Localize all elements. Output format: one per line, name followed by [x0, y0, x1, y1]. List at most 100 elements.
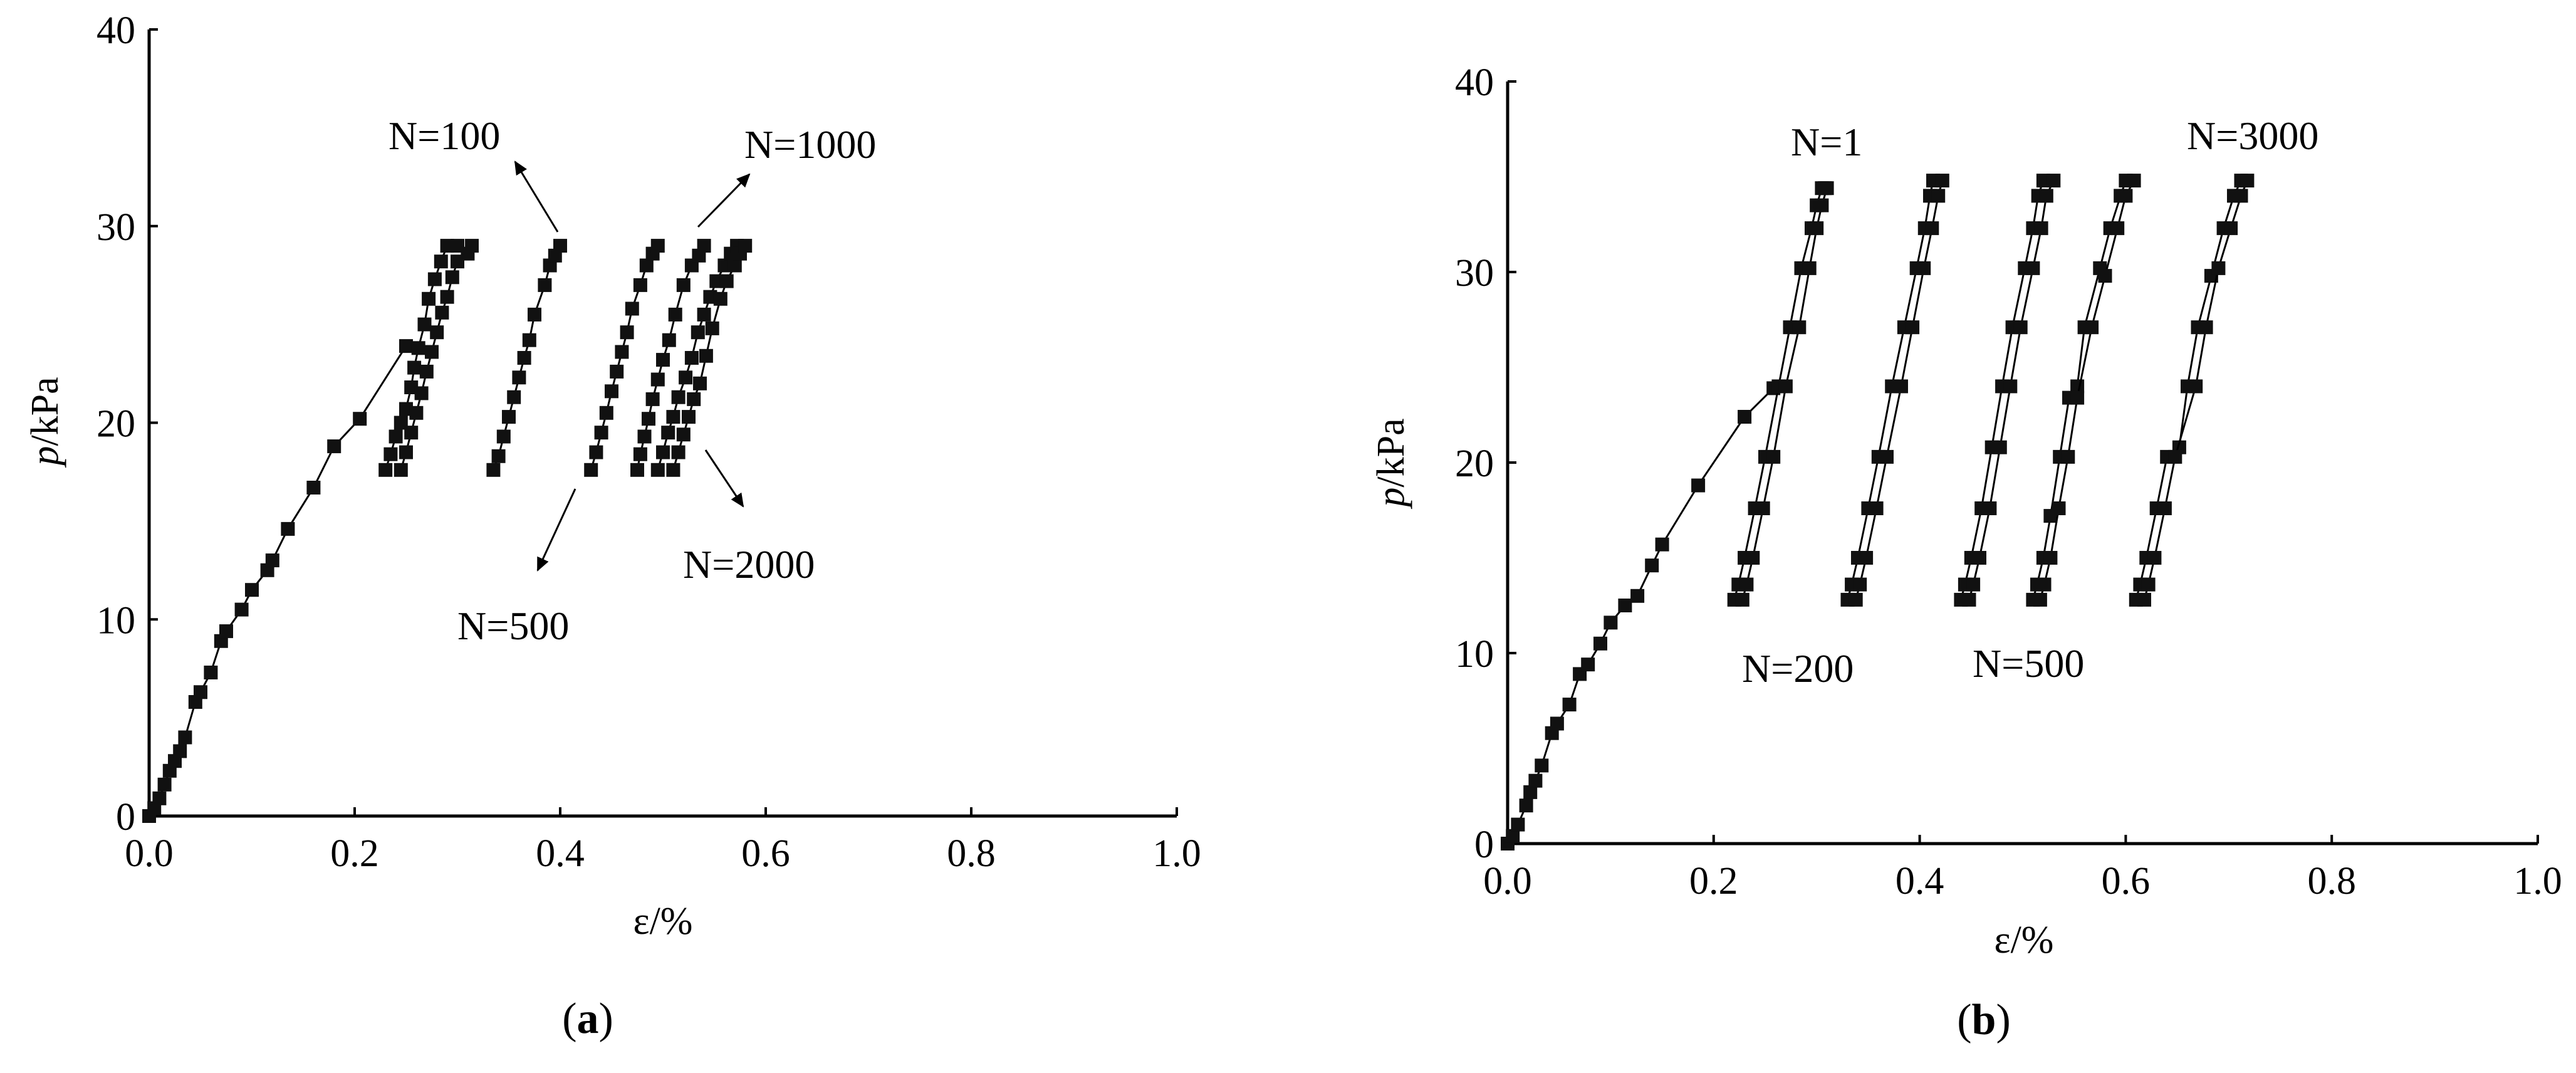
chart-a: 0.0 0.2 0.4 0.6 0.8 1.0 0 10 20 30 40 ε/% p/kPa N…	[24, 9, 1201, 1043]
chart-b-series	[1501, 174, 2255, 851]
chart-b-data-point	[1917, 261, 1931, 275]
chart-a-data-point	[637, 429, 652, 444]
chart-a-data-point	[306, 481, 321, 495]
chart-b-x-tick-label: 1.0	[2513, 860, 2562, 903]
chart-a-arrow-n1000	[697, 173, 751, 228]
chart-a-data-point	[625, 301, 639, 316]
chart-a-arrow-n2000	[704, 449, 744, 508]
chart-b-data-point	[1746, 551, 1760, 565]
chart-a-data-point	[676, 278, 691, 292]
chart-b-data-point	[1738, 410, 1752, 424]
chart-b-data-point	[1815, 198, 1829, 212]
chart-b-data-point	[1550, 716, 1564, 731]
chart-b-data-point	[1880, 449, 1894, 464]
chart-a-data-point	[422, 291, 436, 306]
chart-a-x-tick-label: 0.6	[741, 832, 790, 875]
chart-a-data-point	[512, 370, 526, 385]
chart-a-data-point	[639, 258, 654, 273]
chart-a-data-point	[630, 463, 644, 477]
chart-a-x-tick-label: 1.0	[1152, 832, 1201, 875]
chart-b-data-point	[1983, 501, 1997, 515]
chart-b-data-point	[2037, 577, 2052, 592]
chart-b-data-point	[2039, 189, 2053, 203]
chart-a-data-point	[687, 392, 701, 406]
chart-a-data-point	[496, 429, 511, 444]
chart-a-series	[142, 239, 753, 823]
chart-a-data-point	[440, 290, 454, 304]
chart-b-x-axis-label: ε/%	[1995, 919, 2054, 961]
chart-a-data-point	[615, 345, 629, 359]
chart-b-data-point	[1993, 440, 2007, 454]
chart-a-data-point	[693, 376, 707, 390]
chart-a-data-point	[152, 791, 167, 805]
chart-a-data-point	[417, 317, 432, 332]
chart-b-annotation-n500: N=500	[1973, 641, 2084, 686]
chart-b-data-point	[1691, 478, 1706, 493]
chart-b-x-tick-label: 0.2	[1689, 860, 1738, 903]
chart-a-data-point	[517, 351, 531, 365]
chart-b-data-point	[2003, 379, 2018, 394]
chart-a-data-point	[491, 449, 506, 463]
chart-a-data-point	[671, 390, 686, 404]
chart-a-data-point	[404, 426, 419, 440]
chart-a-data-point	[656, 353, 670, 367]
chart-a-data-point	[676, 427, 691, 442]
chart-a-data-point	[697, 307, 711, 322]
chart-a-data-point	[666, 463, 681, 477]
chart-b-data-point	[1581, 657, 1595, 672]
chart-a-x-axis-label: ε/%	[634, 900, 693, 943]
chart-a-data-point	[662, 333, 676, 347]
chart-b-data-point	[2147, 551, 2162, 565]
chart-b-data-point	[2240, 174, 2255, 188]
chart-b-data-point	[2234, 189, 2248, 203]
chart-b-y-tick-label: 30	[1455, 252, 1494, 295]
chart-a-data-point	[507, 390, 521, 404]
chart-b-data-point	[2189, 379, 2203, 394]
chart-b-data-point	[1535, 758, 1549, 773]
chart-a-data-point	[656, 445, 670, 459]
chart-a-y-ticks: 0 10 20 30 40	[96, 9, 158, 839]
chart-b-series-line	[1506, 387, 1775, 844]
chart-a-data-point	[434, 254, 448, 269]
chart-b-data-point	[1931, 189, 1946, 203]
chart-b-annotation-n3000: N=3000	[2187, 113, 2318, 158]
chart-b-x-ticks: 0.0 0.2 0.4 0.6 0.8 1.0	[1483, 835, 2562, 903]
chart-a-data-point	[430, 325, 444, 340]
chart-b-data-point	[1618, 599, 1632, 612]
chart-b-data-point	[2061, 449, 2075, 464]
chart-a-y-tick-label: 40	[96, 9, 135, 52]
chart-b-data-point	[1511, 817, 1525, 832]
chart-b-data-point	[1630, 589, 1645, 603]
chart-b-data-point	[1523, 785, 1538, 799]
chart-a-data-point	[173, 744, 187, 758]
chart-a-data-point	[204, 666, 218, 679]
chart-a-data-point	[682, 410, 696, 424]
chart-b-data-point	[1739, 577, 1754, 592]
chart-a-data-point	[671, 445, 686, 459]
chart-b-data-point	[2110, 221, 2125, 236]
chart-a-y-axis-label-symbol: p	[24, 446, 66, 468]
chart-a-x-ticks: 0.0 0.2 0.4 0.6 0.8 1.0	[125, 807, 1201, 875]
chart-b-data-point	[1792, 320, 1807, 335]
chart-a-data-point	[599, 406, 613, 420]
chart-b-data-point	[2013, 320, 2028, 335]
chart-b-data-point	[2127, 174, 2141, 188]
chart-a-data-point	[650, 372, 665, 387]
chart-a-data-point	[699, 348, 713, 363]
chart-b-data-point	[1925, 221, 1939, 236]
chart-b-data-point	[1820, 181, 1834, 196]
chart-b-series-line	[2039, 180, 2135, 600]
chart-a-x-tick-label: 0.0	[125, 832, 174, 875]
chart-a-data-point	[661, 426, 675, 440]
chart-a-y-tick-label: 10	[96, 599, 135, 642]
chart-a-annotation-n500: N=500	[457, 604, 569, 648]
chart-a-data-point	[620, 325, 634, 340]
chart-a-data-point	[697, 239, 711, 253]
chart-b-y-axis-label-symbol: p	[1370, 488, 1412, 510]
chart-a-data-point	[157, 777, 172, 792]
chart-a-data-point	[684, 351, 699, 365]
chart-b-data-point	[2033, 592, 2047, 607]
chart-a-data-point	[650, 239, 665, 253]
chart-b-data-point	[2141, 577, 2156, 592]
chart-a-arrow-n500	[536, 488, 576, 572]
